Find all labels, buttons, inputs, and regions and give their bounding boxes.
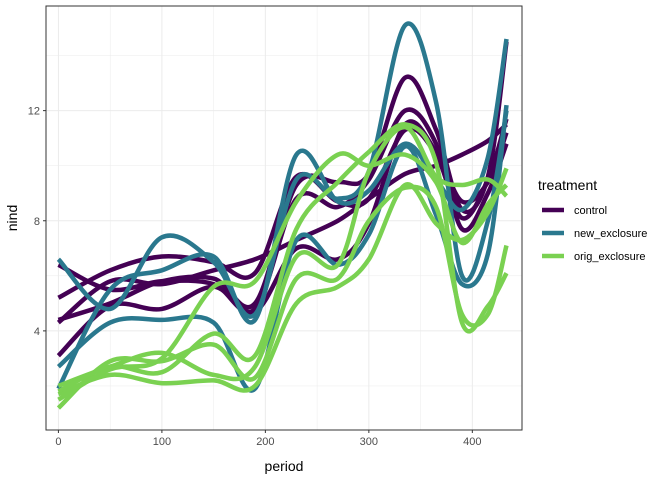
series-line-orig_exclosure-12 — [57, 151, 509, 402]
x-tick-label-0: 0 — [55, 436, 61, 448]
legend-label-new_exclosure: new_exclosure — [574, 228, 647, 240]
series-line-orig_exclosure-11 — [57, 122, 509, 394]
x-axis-title: period — [265, 458, 304, 474]
x-tick-label-2: 200 — [256, 436, 274, 448]
series-line-control-2 — [57, 107, 509, 315]
x-tick-label-4: 400 — [463, 436, 481, 448]
series-line-new_exclosure-5 — [56, 21, 509, 319]
y-tick-label-2: 12 — [28, 106, 40, 118]
series-line-new_exclosure-7 — [56, 38, 509, 390]
legend-label-orig_exclosure: orig_exclosure — [574, 251, 646, 263]
legend-entries: control new_exclosure orig_exclosure — [542, 205, 647, 263]
series-line-control-4 — [56, 122, 509, 325]
x-tick-label-3: 300 — [360, 436, 378, 448]
axis-ticks — [43, 110, 473, 433]
y-tick-label-1: 8 — [34, 216, 40, 228]
legend: treatment control new_exclosure orig_exclo… — [538, 177, 647, 263]
series-line-control-0 — [56, 119, 509, 358]
y-axis-title: nind — [4, 205, 20, 231]
x-tick-labels: 0 100 200 300 400 — [55, 436, 481, 448]
plot-border — [45, 5, 523, 431]
series-layer — [56, 21, 509, 410]
legend-label-control: control — [574, 205, 607, 217]
legend-title: treatment — [538, 177, 597, 193]
y-tick-label-0: 4 — [34, 326, 40, 338]
x-tick-label-1: 100 — [153, 436, 171, 448]
y-tick-labels: 4 8 12 — [28, 106, 40, 338]
series-line-orig_exclosure-8 — [57, 167, 509, 397]
